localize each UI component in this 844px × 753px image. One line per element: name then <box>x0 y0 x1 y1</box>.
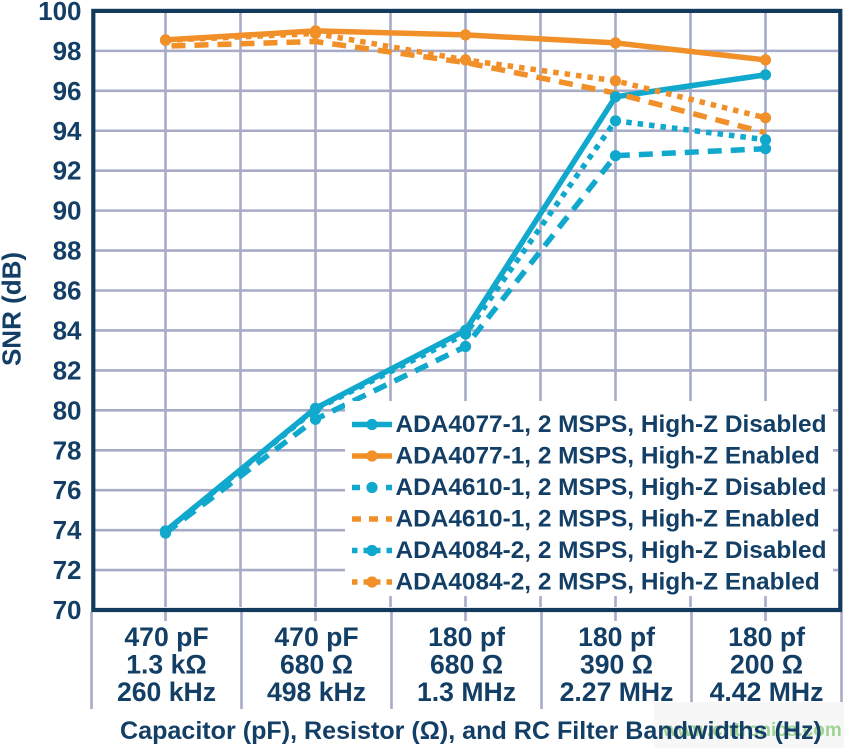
svg-text:470 pF: 470 pF <box>274 622 358 652</box>
svg-text:80: 80 <box>53 395 82 425</box>
svg-text:180 pf: 180 pf <box>728 622 805 652</box>
svg-text:88: 88 <box>53 236 82 266</box>
svg-text:680 Ω: 680 Ω <box>430 650 503 680</box>
svg-text:94: 94 <box>53 116 82 146</box>
svg-text:72: 72 <box>53 555 82 585</box>
svg-text:ADA4077-1, 2 MSPS, High-Z Enab: ADA4077-1, 2 MSPS, High-Z Enabled <box>396 443 820 470</box>
svg-text:92: 92 <box>53 156 82 186</box>
svg-text:390 Ω: 390 Ω <box>580 650 653 680</box>
svg-text:470 pF: 470 pF <box>124 622 208 652</box>
svg-text:180 pf: 180 pf <box>578 622 655 652</box>
svg-text:ADA4084-2, 2 MSPS, High-Z Enab: ADA4084-2, 2 MSPS, High-Z Enabled <box>396 569 820 596</box>
svg-text:ADA4077-1, 2 MSPS, High-Z Disa: ADA4077-1, 2 MSPS, High-Z Disabled <box>396 411 827 438</box>
svg-text:86: 86 <box>53 276 82 306</box>
svg-text:78: 78 <box>53 435 82 465</box>
svg-text:90: 90 <box>53 196 82 226</box>
svg-text:84: 84 <box>53 315 82 345</box>
svg-text:ADA4084-2, 2 MSPS, High-Z Disa: ADA4084-2, 2 MSPS, High-Z Disabled <box>396 537 827 564</box>
svg-text:100: 100 <box>38 0 81 26</box>
svg-text:www.cntronics.com: www.cntronics.com <box>662 720 842 741</box>
svg-text:Capacitor (pF), Resistor (Ω),: Capacitor (pF), Resistor (Ω), and RC Fil… <box>120 717 822 745</box>
svg-text:SNR (dB): SNR (dB) <box>0 252 27 366</box>
svg-text:260 kHz: 260 kHz <box>117 677 216 707</box>
svg-text:70: 70 <box>53 595 82 625</box>
svg-text:180 pf: 180 pf <box>428 622 505 652</box>
svg-text:680 Ω: 680 Ω <box>280 650 353 680</box>
svg-text:96: 96 <box>53 76 82 106</box>
svg-text:1.3 MHz: 1.3 MHz <box>417 677 516 707</box>
svg-text:ADA4610-1, 2 MSPS, High-Z Disa: ADA4610-1, 2 MSPS, High-Z Disabled <box>396 474 827 501</box>
svg-text:200 Ω: 200 Ω <box>730 650 803 680</box>
svg-text:82: 82 <box>53 355 82 385</box>
svg-text:74: 74 <box>53 515 82 545</box>
svg-text:76: 76 <box>53 475 82 505</box>
svg-text:1.3 kΩ: 1.3 kΩ <box>126 650 206 680</box>
svg-text:498 kHz: 498 kHz <box>267 677 366 707</box>
svg-text:ADA4610-1, 2 MSPS, High-Z Enab: ADA4610-1, 2 MSPS, High-Z Enabled <box>396 506 820 533</box>
svg-text:98: 98 <box>53 36 82 66</box>
